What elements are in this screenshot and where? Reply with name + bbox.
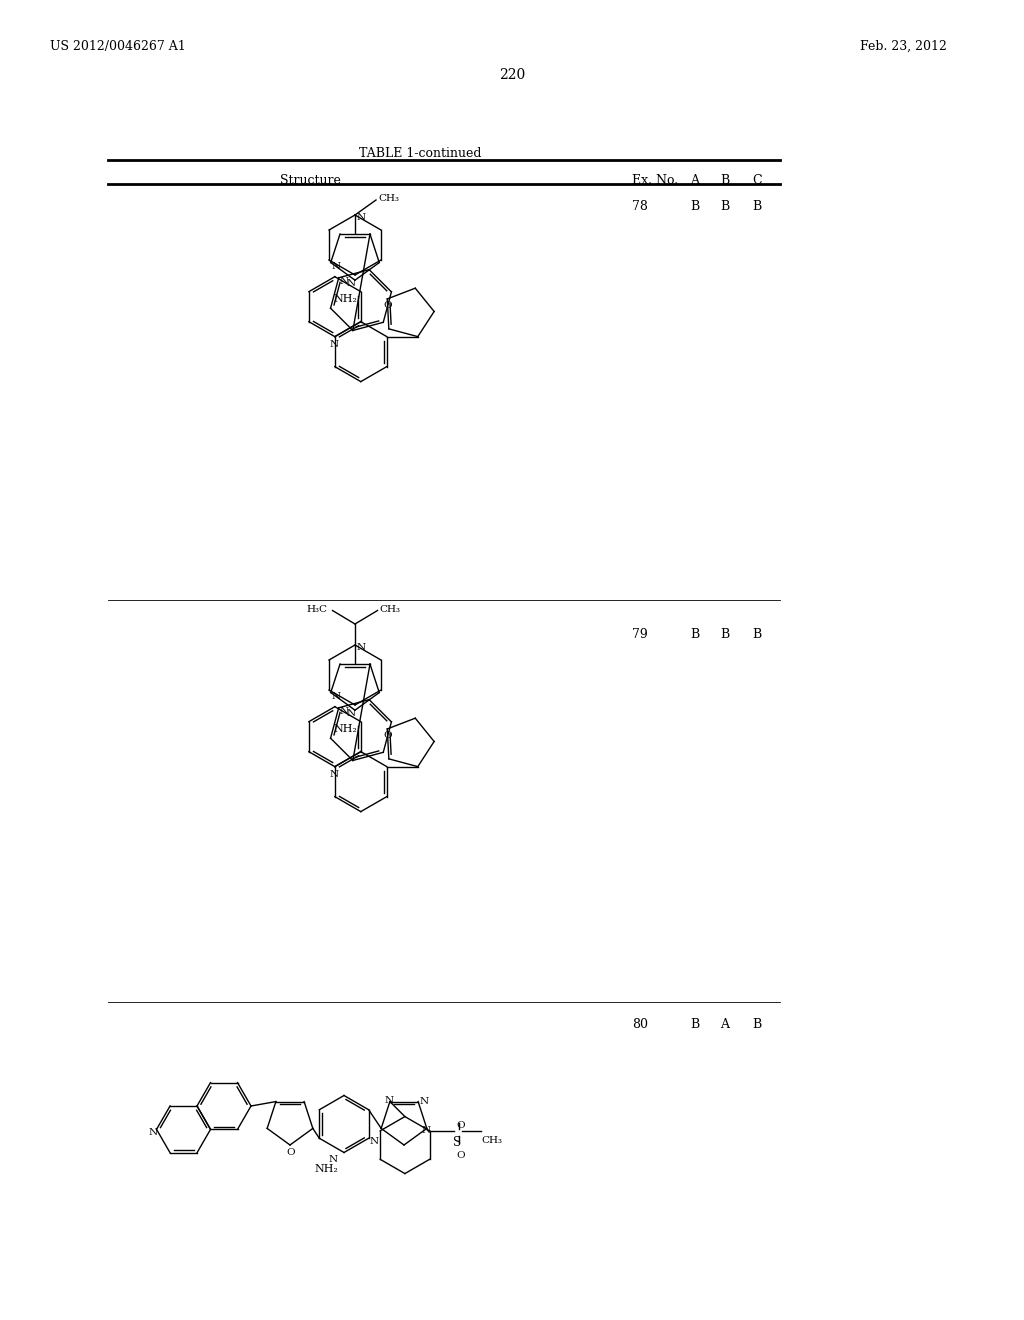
Text: 220: 220 (499, 69, 525, 82)
Text: O: O (383, 301, 392, 310)
Text: N: N (329, 1155, 338, 1163)
Text: N: N (340, 277, 349, 285)
Text: S: S (453, 1135, 461, 1148)
Text: 80: 80 (632, 1018, 648, 1031)
Text: O: O (457, 1121, 465, 1130)
Text: TABLE 1-continued: TABLE 1-continued (358, 147, 481, 160)
Text: H₃C: H₃C (306, 606, 328, 615)
Text: B: B (753, 201, 762, 213)
Text: Feb. 23, 2012: Feb. 23, 2012 (860, 40, 947, 53)
Text: NH₂: NH₂ (334, 294, 357, 304)
Text: N: N (419, 1097, 428, 1106)
Text: B: B (690, 628, 699, 642)
Text: NH₂: NH₂ (314, 1164, 338, 1175)
Text: N: N (332, 261, 341, 271)
Text: N: N (385, 1096, 394, 1105)
Text: B: B (690, 1018, 699, 1031)
Text: O: O (286, 1148, 295, 1158)
Text: B: B (720, 201, 730, 213)
Text: B: B (753, 628, 762, 642)
Text: N: N (330, 339, 339, 348)
Text: CH₃: CH₃ (481, 1135, 503, 1144)
Text: A: A (721, 1018, 729, 1031)
Text: N: N (332, 692, 341, 701)
Text: B: B (720, 628, 730, 642)
Text: N: N (340, 706, 349, 715)
Text: N: N (347, 279, 356, 288)
Text: O: O (383, 731, 392, 741)
Text: CH₃: CH₃ (378, 194, 399, 203)
Text: 79: 79 (632, 628, 648, 642)
Text: N: N (330, 770, 339, 779)
Text: US 2012/0046267 A1: US 2012/0046267 A1 (50, 40, 185, 53)
Text: N: N (357, 213, 367, 222)
Text: B: B (753, 1018, 762, 1031)
Text: Structure: Structure (280, 174, 340, 187)
Text: B: B (720, 174, 730, 187)
Text: N: N (357, 643, 367, 652)
Text: O: O (457, 1151, 465, 1160)
Text: 78: 78 (632, 201, 648, 213)
Text: N: N (422, 1126, 431, 1135)
Text: NH₂: NH₂ (334, 723, 357, 734)
Text: A: A (690, 174, 699, 187)
Text: Ex. No.: Ex. No. (632, 174, 678, 187)
Text: C: C (753, 174, 762, 187)
Text: CH₃: CH₃ (380, 606, 400, 615)
Text: N: N (347, 709, 356, 718)
Text: N: N (370, 1138, 379, 1146)
Text: N: N (148, 1129, 158, 1138)
Text: B: B (690, 201, 699, 213)
